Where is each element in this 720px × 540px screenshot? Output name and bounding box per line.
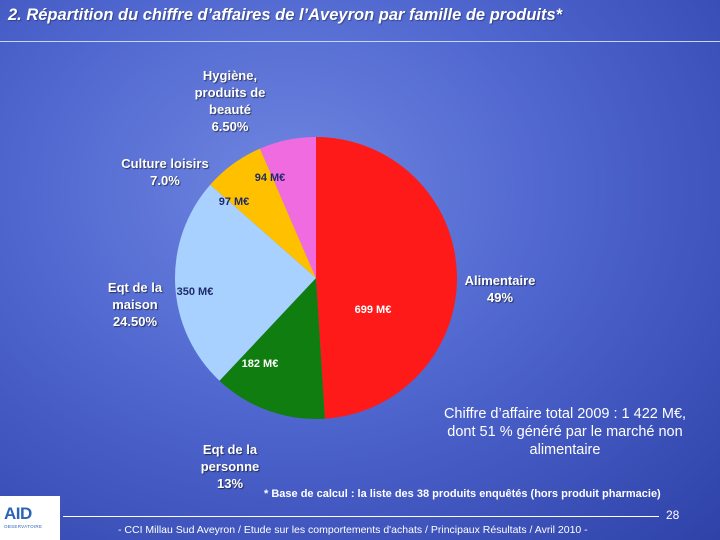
value-label-4: 94 M€ bbox=[255, 172, 286, 184]
category-name: Alimentaire bbox=[464, 273, 536, 288]
value-label-2: 350 M€ bbox=[177, 286, 214, 298]
pie-slice-3 bbox=[210, 148, 316, 278]
pie-slice-0 bbox=[316, 137, 457, 419]
category-name: Eqt de la personne bbox=[200, 442, 260, 474]
value-label-3: 97 M€ bbox=[219, 196, 250, 208]
aid-logo: AID OBSERVATOIRE bbox=[0, 496, 60, 540]
category-name: Hygiène, produits de beauté bbox=[194, 68, 266, 117]
category-label-culture-loisirs: Culture loisirs 7.0% bbox=[95, 138, 235, 206]
title-divider bbox=[0, 41, 720, 42]
category-name: Eqt de la maison bbox=[107, 280, 163, 312]
footnote: * Base de calcul : la liste des 38 produ… bbox=[264, 488, 661, 500]
category-label-alimentaire: Alimentaire 49% bbox=[440, 255, 560, 323]
logo-subtext: OBSERVATOIRE bbox=[4, 524, 43, 529]
logo-text: AID bbox=[4, 504, 32, 523]
category-percent: 6.50% bbox=[211, 119, 249, 134]
footer-divider bbox=[63, 516, 659, 517]
footer-text: - CCI Millau Sud Aveyron / Etude sur les… bbox=[118, 524, 588, 536]
category-percent: 49% bbox=[486, 290, 514, 305]
category-percent: 24.50% bbox=[112, 314, 158, 329]
page-number: 28 bbox=[666, 508, 680, 522]
category-name: Culture loisirs bbox=[121, 156, 209, 171]
category-label-eqt-personne: Eqt de la personne 13% bbox=[170, 424, 290, 509]
pie-slice-1 bbox=[219, 278, 325, 419]
category-label-eqt-maison: Eqt de la maison 24.50% bbox=[75, 262, 195, 347]
value-label-0: 699 M€ bbox=[355, 304, 392, 316]
category-label-hygiene: Hygiène, produits de beauté 6.50% bbox=[170, 50, 290, 152]
value-label-1: 182 M€ bbox=[242, 358, 279, 370]
category-percent: 7.0% bbox=[150, 173, 180, 188]
pie-slice-4 bbox=[260, 137, 316, 278]
total-revenue-note: Chiffre d’affaire total 2009 : 1 422 M€,… bbox=[443, 406, 687, 458]
page-title: 2. Répartition du chiffre d’affaires de … bbox=[8, 6, 563, 24]
pie-slice-2 bbox=[174, 184, 316, 381]
category-percent: 13% bbox=[216, 476, 244, 491]
